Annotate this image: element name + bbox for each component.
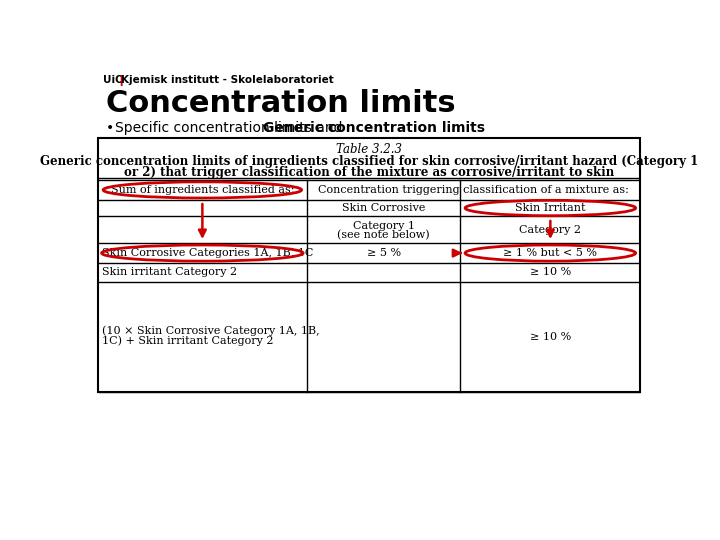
- Text: Skin Irritant: Skin Irritant: [515, 203, 585, 213]
- Text: Generic concentration limits: Generic concentration limits: [263, 121, 485, 135]
- Text: Category 2: Category 2: [519, 225, 581, 235]
- Text: Skin Corrosive Categories 1A, 1B, 1C: Skin Corrosive Categories 1A, 1B, 1C: [102, 248, 314, 258]
- Bar: [98, 138, 640, 392]
- Text: Table 3.2.3: Table 3.2.3: [336, 143, 402, 156]
- Text: Specific concentration limits and: Specific concentration limits and: [114, 121, 346, 135]
- Text: ≥ 10 %: ≥ 10 %: [530, 332, 571, 342]
- Text: Sum of ingredients classified as:: Sum of ingredients classified as:: [111, 185, 294, 195]
- Text: 1C) + Skin irritant Category 2: 1C) + Skin irritant Category 2: [102, 335, 274, 346]
- Text: or 2) that trigger classification of the mixture as corrosive/irritant to skin: or 2) that trigger classification of the…: [124, 166, 614, 179]
- Text: ❙: ❙: [117, 75, 126, 86]
- Text: Generic concentration limits of ingredients classified for skin corrosive/irrita: Generic concentration limits of ingredie…: [40, 155, 698, 168]
- Text: ≥ 10 %: ≥ 10 %: [530, 267, 571, 278]
- Text: Skin irritant Category 2: Skin irritant Category 2: [102, 267, 238, 278]
- Text: Concentration limits: Concentration limits: [106, 90, 455, 118]
- Text: •: •: [106, 121, 114, 135]
- Text: ≥ 5 %: ≥ 5 %: [366, 248, 401, 258]
- Text: Kjemisk institutt - Skolelaboratoriet: Kjemisk institutt - Skolelaboratoriet: [121, 75, 334, 85]
- Text: Category 1: Category 1: [353, 221, 415, 231]
- Text: UiO: UiO: [103, 75, 124, 85]
- Text: ≥ 1 % but < 5 %: ≥ 1 % but < 5 %: [503, 248, 598, 258]
- Text: (10 × Skin Corrosive Category 1A, 1B,: (10 × Skin Corrosive Category 1A, 1B,: [102, 326, 320, 336]
- Text: (see note below): (see note below): [338, 230, 430, 240]
- Text: Skin Corrosive: Skin Corrosive: [342, 203, 426, 213]
- Text: Concentration triggering classification of a mixture as:: Concentration triggering classification …: [318, 185, 629, 195]
